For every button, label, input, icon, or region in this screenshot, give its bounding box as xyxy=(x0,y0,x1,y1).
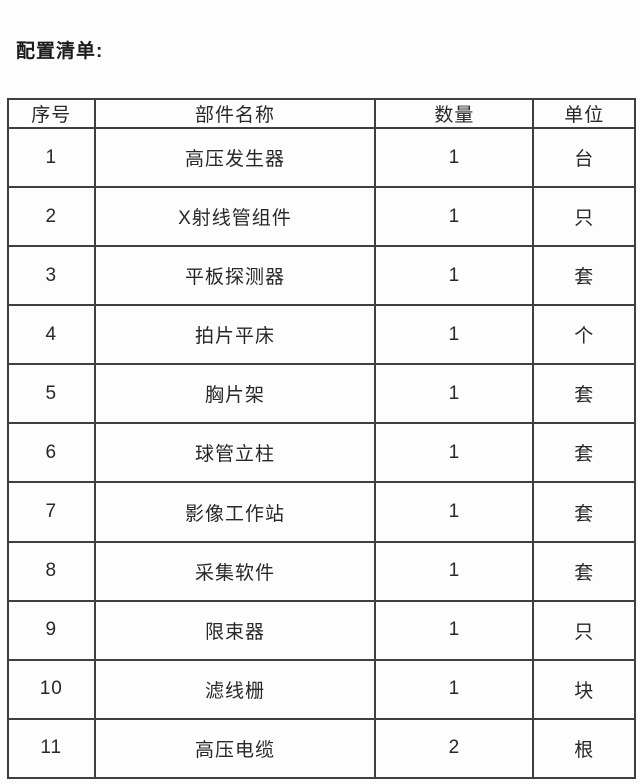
header-serial-number: 序号 xyxy=(7,98,96,129)
cell-serial-number: 4 xyxy=(7,304,96,366)
cell-serial-number: 8 xyxy=(7,540,96,602)
header-unit: 单位 xyxy=(532,98,636,129)
cell-part-name: 胸片架 xyxy=(93,363,377,425)
table-header-row: 序号 部件名称 数量 单位 xyxy=(7,98,636,129)
cell-quantity: 2 xyxy=(374,717,535,780)
configuration-table: 序号 部件名称 数量 单位 1 高压发生器 1 台 2 X射线管组件 1 只 3… xyxy=(7,98,636,780)
cell-unit: 只 xyxy=(532,186,636,248)
cell-unit: 根 xyxy=(532,717,636,780)
page-title: 配置清单: xyxy=(16,41,104,62)
cell-quantity: 1 xyxy=(374,126,535,189)
cell-quantity: 1 xyxy=(374,658,535,720)
header-quantity: 数量 xyxy=(374,98,535,129)
table-row: 11 高压电缆 2 根 xyxy=(7,717,636,780)
table-row: 4 拍片平床 1 个 xyxy=(7,304,636,366)
cell-quantity: 1 xyxy=(374,481,535,543)
cell-serial-number: 3 xyxy=(7,245,96,307)
cell-quantity: 1 xyxy=(374,422,535,484)
cell-quantity: 1 xyxy=(374,245,535,307)
table-row: 10 滤线栅 1 块 xyxy=(7,658,636,720)
cell-part-name: 高压电缆 xyxy=(93,717,377,780)
cell-serial-number: 10 xyxy=(7,658,96,720)
cell-serial-number: 2 xyxy=(7,186,96,248)
cell-part-name: 滤线栅 xyxy=(93,658,377,720)
header-part-name: 部件名称 xyxy=(93,98,377,129)
table-row: 7 影像工作站 1 套 xyxy=(7,481,636,543)
cell-quantity: 1 xyxy=(374,304,535,366)
cell-part-name: 采集软件 xyxy=(93,540,377,602)
table-row: 6 球管立柱 1 套 xyxy=(7,422,636,484)
cell-part-name: 影像工作站 xyxy=(93,481,377,543)
table-row: 3 平板探测器 1 套 xyxy=(7,245,636,307)
cell-unit: 套 xyxy=(532,245,636,307)
table-row: 8 采集软件 1 套 xyxy=(7,540,636,602)
cell-quantity: 1 xyxy=(374,363,535,425)
cell-part-name: 高压发生器 xyxy=(93,126,377,189)
cell-serial-number: 1 xyxy=(7,126,96,189)
cell-unit: 套 xyxy=(532,540,636,602)
cell-part-name: X射线管组件 xyxy=(93,186,377,248)
cell-unit: 个 xyxy=(532,304,636,366)
cell-quantity: 1 xyxy=(374,540,535,602)
cell-serial-number: 11 xyxy=(7,717,96,780)
cell-unit: 套 xyxy=(532,363,636,425)
cell-unit: 块 xyxy=(532,658,636,720)
table-row: 1 高压发生器 1 台 xyxy=(7,126,636,189)
cell-part-name: 平板探测器 xyxy=(93,245,377,307)
table-row: 2 X射线管组件 1 只 xyxy=(7,186,636,248)
cell-unit: 套 xyxy=(532,481,636,543)
cell-serial-number: 7 xyxy=(7,481,96,543)
cell-quantity: 1 xyxy=(374,599,535,661)
cell-serial-number: 9 xyxy=(7,599,96,661)
table-row: 5 胸片架 1 套 xyxy=(7,363,636,425)
cell-part-name: 球管立柱 xyxy=(93,422,377,484)
cell-quantity: 1 xyxy=(374,186,535,248)
cell-unit: 套 xyxy=(532,422,636,484)
cell-serial-number: 5 xyxy=(7,363,96,425)
cell-part-name: 拍片平床 xyxy=(93,304,377,366)
cell-part-name: 限束器 xyxy=(93,599,377,661)
table-row: 9 限束器 1 只 xyxy=(7,599,636,661)
cell-serial-number: 6 xyxy=(7,422,96,484)
cell-unit: 台 xyxy=(532,126,636,189)
cell-unit: 只 xyxy=(532,599,636,661)
